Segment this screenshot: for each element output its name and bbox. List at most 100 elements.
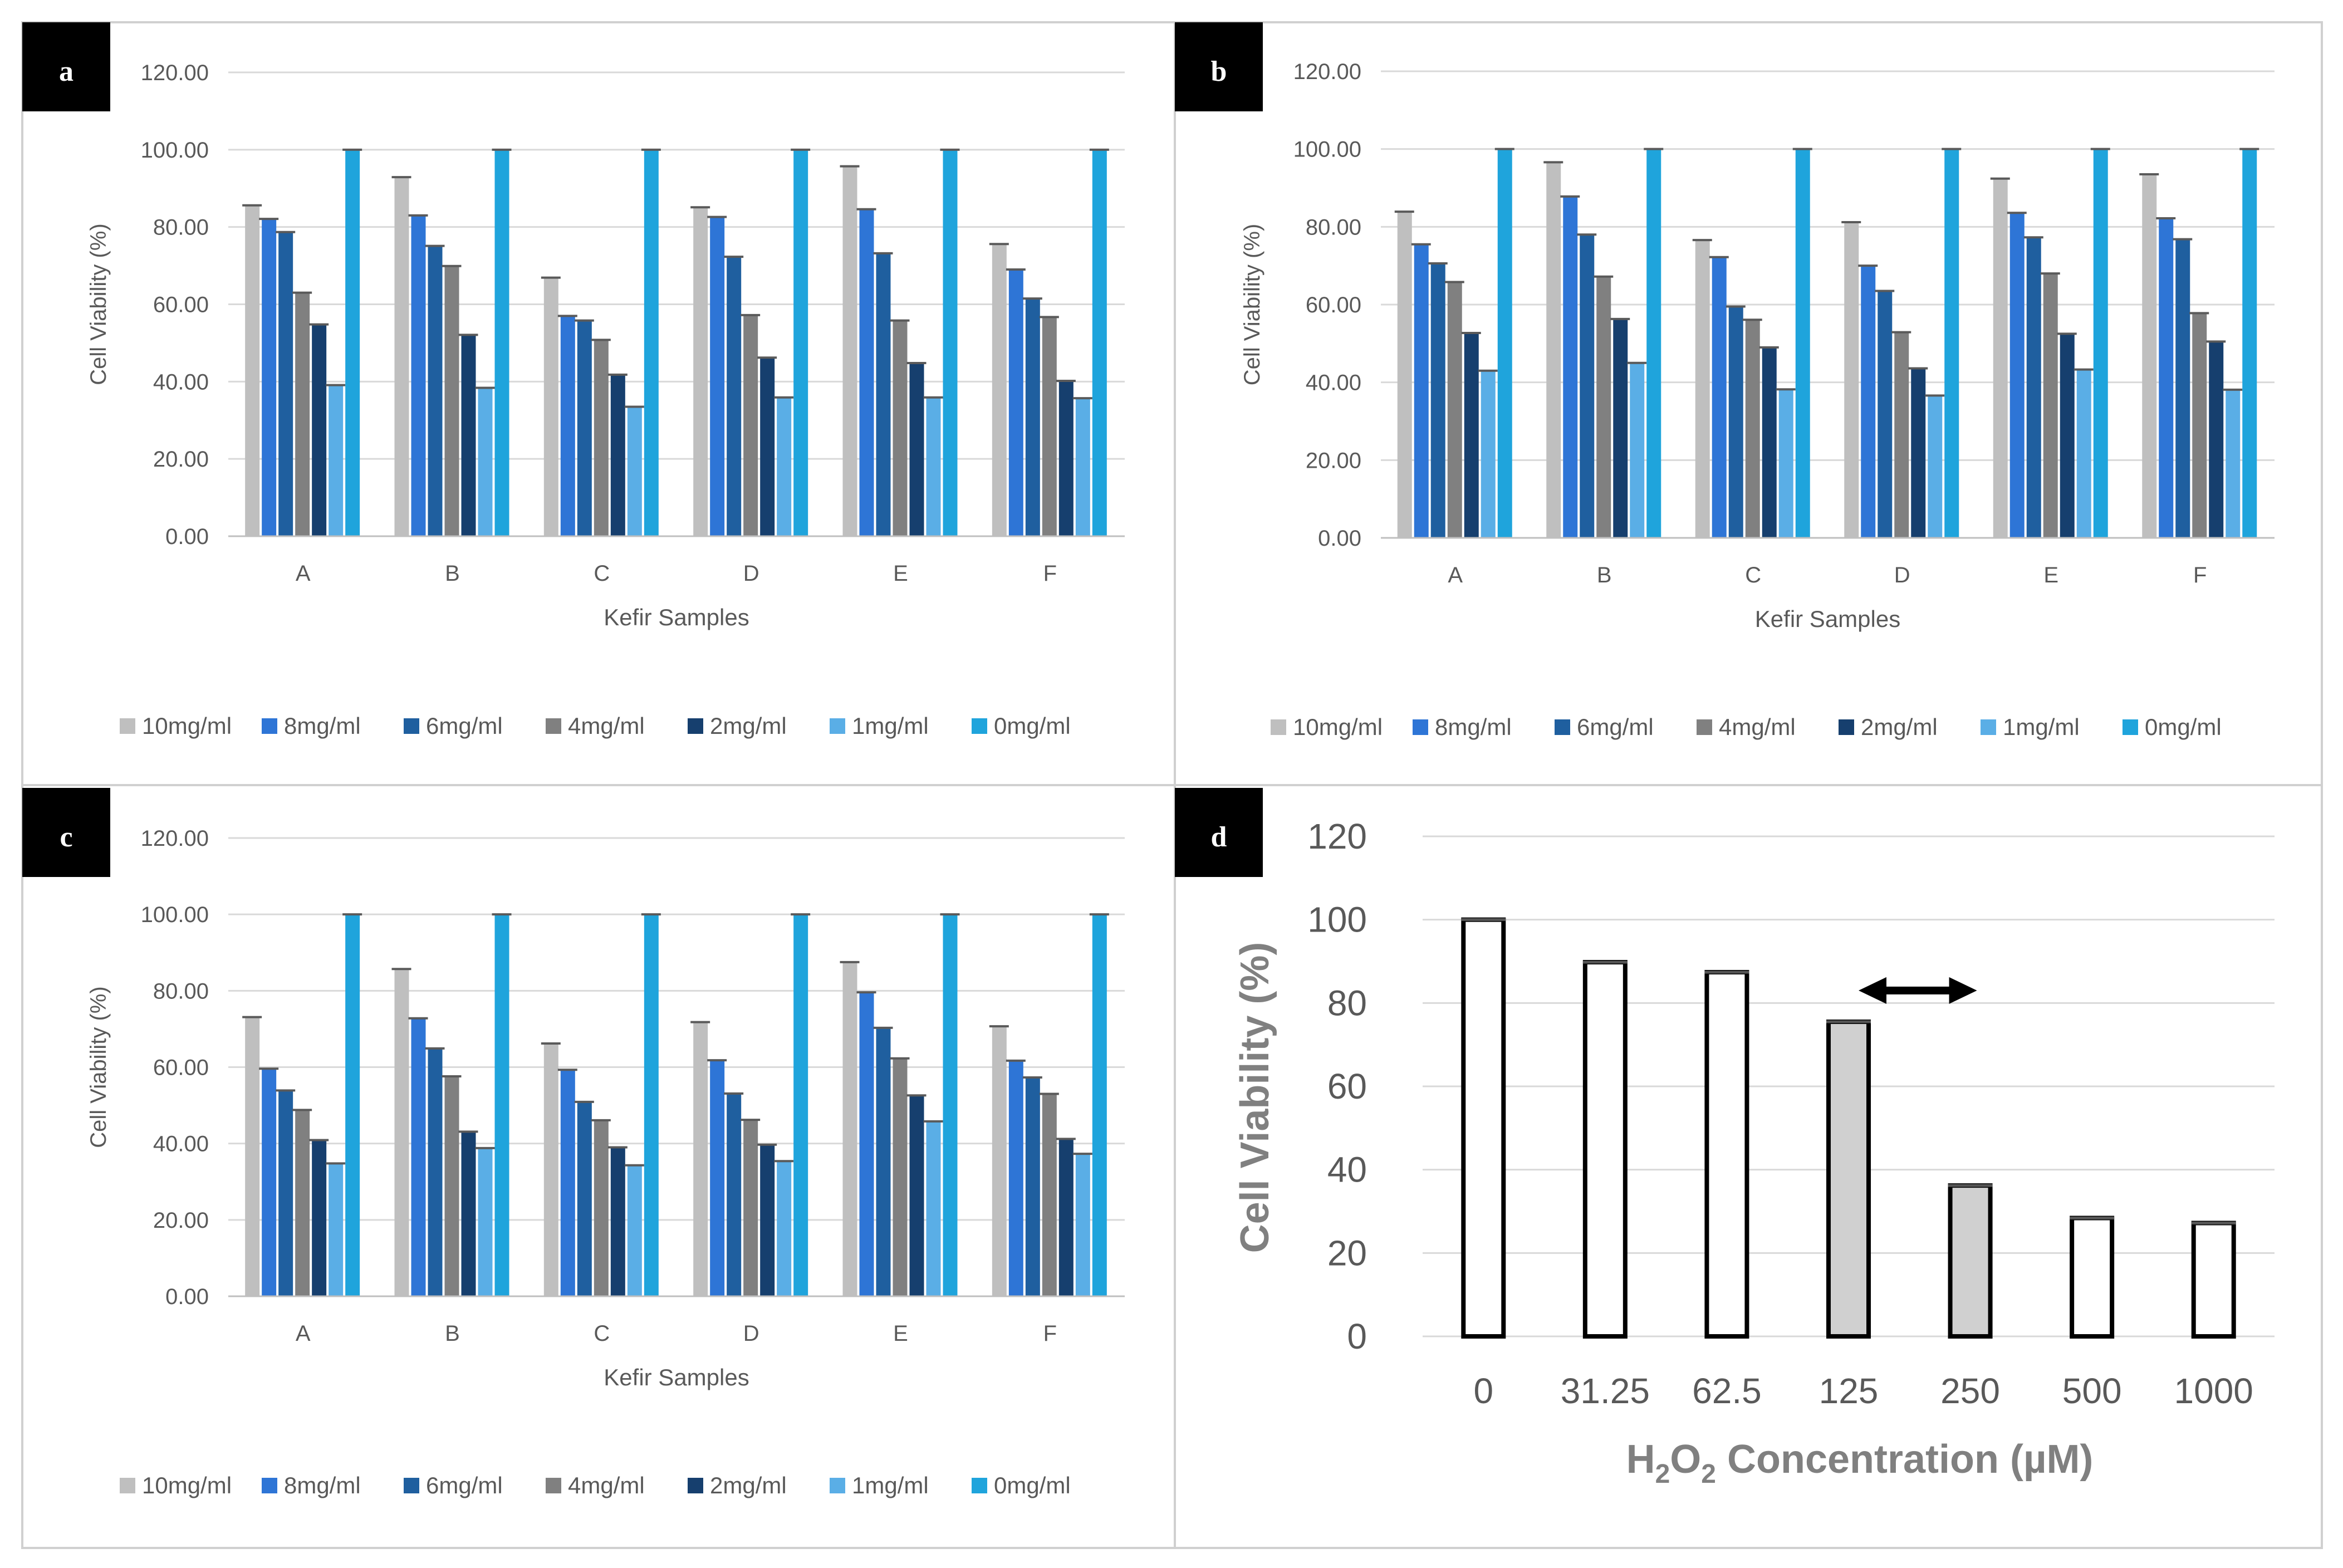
panel-c-bar [428, 1048, 443, 1296]
panel-c-legend-swatch [972, 1478, 987, 1493]
panel-c-bar [893, 1058, 908, 1296]
panel-c-y-tick-label: 0.00 [165, 1285, 209, 1309]
panel-a-y-tick-label: 40.00 [153, 370, 209, 394]
panel-c-legend-swatch [688, 1478, 703, 1493]
panel-c-bar [876, 1027, 891, 1296]
panel-b-bar [1745, 320, 1760, 538]
panel-b-bar [1630, 362, 1645, 538]
panel-b-bar [1911, 368, 1926, 538]
panel-a-y-tick-label: 80.00 [153, 215, 209, 240]
panel-a-x-axis-title: Kefir Samples [604, 604, 749, 630]
panel-b-bar [1596, 276, 1611, 538]
panel-a-bar [312, 324, 327, 536]
panel-b-bar [1646, 149, 1661, 538]
panel-c-bar [478, 1148, 493, 1296]
panel-c-bar [1008, 1060, 1023, 1296]
panel-a-legend-label: 2mg/ml [710, 713, 787, 739]
panel-b-bar [1728, 306, 1743, 538]
panel-b-bar [1497, 149, 1512, 538]
panel-b-legend-swatch [1271, 719, 1286, 735]
panel-a-bar [1058, 380, 1074, 536]
panel-d-x-tick-label: 0 [1473, 1371, 1493, 1411]
panel-b-x-tick-label: A [1448, 563, 1463, 587]
panel-a-bar [577, 320, 592, 536]
panel-d-letter: d [1211, 821, 1227, 853]
panel-a-bar [245, 205, 260, 536]
panel-b-y-tick-label: 80.00 [1306, 215, 1361, 239]
panel-b-legend-swatch [1839, 719, 1854, 735]
panel-a-bar [262, 219, 277, 536]
panel-a-bar [543, 277, 558, 536]
panel-a-legend-swatch [546, 718, 561, 734]
panel-c-bar [926, 1121, 941, 1296]
panel-c-x-tick-label: F [1043, 1321, 1057, 1346]
panel-b-bar [2142, 174, 2157, 538]
panel-a-legend-label: 10mg/ml [142, 713, 232, 739]
panel-b-bar [1695, 240, 1710, 538]
panel-a-bar [893, 320, 908, 536]
panel-a-legend-swatch [120, 718, 135, 734]
panel-a-bar [909, 363, 924, 536]
panel-a-bar [1042, 317, 1057, 536]
panel-a-y-tick-label: 60.00 [153, 293, 209, 317]
panel-b-x-tick-label: D [1894, 563, 1910, 587]
panel-b-bar [1844, 222, 1859, 538]
panel-b-y-tick-label: 120.00 [1293, 60, 1361, 84]
panel-a-bar [461, 335, 476, 536]
panel-a-bar [428, 246, 443, 536]
panel-a-bar [411, 215, 426, 536]
panel-b-bar [1878, 291, 1893, 538]
panel-a-legend-swatch [262, 718, 277, 734]
panel-a-legend-swatch [404, 718, 419, 734]
panel-c-bar [1025, 1077, 1040, 1296]
panel-b-x-tick-label: F [2193, 563, 2207, 587]
panel-b-legend-swatch [1981, 719, 1996, 735]
panel-c: 0.00 20.00 40.00 60.00 80.00 100.00 120.00 A B C D… [86, 826, 1125, 1498]
panel-c-bar [394, 969, 409, 1296]
panel-d-bar [1826, 1020, 1871, 1339]
panel-a-legend-label: 8mg/ml [284, 713, 361, 739]
panel-d-y-tick-label: 0 [1347, 1316, 1367, 1356]
panel-a-bar [278, 232, 293, 537]
panel-c-bar [793, 914, 808, 1296]
panel-c-y-tick-label: 60.00 [153, 1056, 209, 1080]
panel-c-x-tick-label: A [296, 1321, 311, 1346]
panel-a-x-tick-label: A [296, 561, 311, 586]
panel-a-bar [992, 244, 1007, 537]
panel-c-bar [693, 1022, 708, 1296]
panel-c-y-tick-label: 40.00 [153, 1132, 209, 1157]
panel-b-y-tick-label: 20.00 [1306, 448, 1361, 473]
panel-d-x-tick-label: 1000 [2174, 1371, 2253, 1411]
panel-a-bar [710, 217, 725, 536]
panel-c-bar [1042, 1094, 1057, 1296]
panel-b-bar [1944, 149, 1959, 538]
panel-d-x-tick-label: 62.5 [1692, 1371, 1762, 1411]
panel-b-legend-swatch [1697, 719, 1712, 735]
panel-d-y-tick-label: 40 [1327, 1150, 1367, 1190]
panel-b-bar [1861, 266, 1876, 538]
panel-a-y-tick-label: 20.00 [153, 447, 209, 472]
panel-d-arrow-head-right [1949, 977, 1977, 1004]
panel-b-bar [2026, 237, 2041, 538]
panel-b-bar [2192, 313, 2207, 538]
panel-c-letter: c [60, 821, 72, 853]
panel-c-legend-swatch [262, 1478, 277, 1493]
panel-b-y-axis-title: Cell Viability (%) [1240, 224, 1264, 385]
panel-c-legend-label: 4mg/ml [568, 1472, 645, 1498]
panel-c-bar [909, 1095, 924, 1296]
panel-c-y-tick-label: 20.00 [153, 1208, 209, 1233]
panel-b-bar [1613, 318, 1628, 538]
panel-a-legend-label: 6mg/ml [426, 713, 503, 739]
panel-b-bar [2242, 149, 2257, 538]
panel-b-bar [2093, 149, 2108, 538]
panel-b-legend-swatch [1555, 719, 1570, 735]
panel-a-bar [793, 149, 808, 536]
panel-a-y-tick-label: 0.00 [165, 525, 209, 549]
panel-b-bar [1993, 178, 2008, 538]
panel-b-legend-label: 8mg/ml [1435, 714, 1512, 740]
panel-a-legend-label: 4mg/ml [568, 713, 645, 739]
panel-d-y-axis-title: Cell Viability (%) [1233, 942, 1277, 1253]
panel-c-bar [743, 1120, 758, 1296]
panel-a-y-tick-label: 120.00 [141, 61, 209, 85]
panel-b-y-tick-label: 100.00 [1293, 138, 1361, 162]
